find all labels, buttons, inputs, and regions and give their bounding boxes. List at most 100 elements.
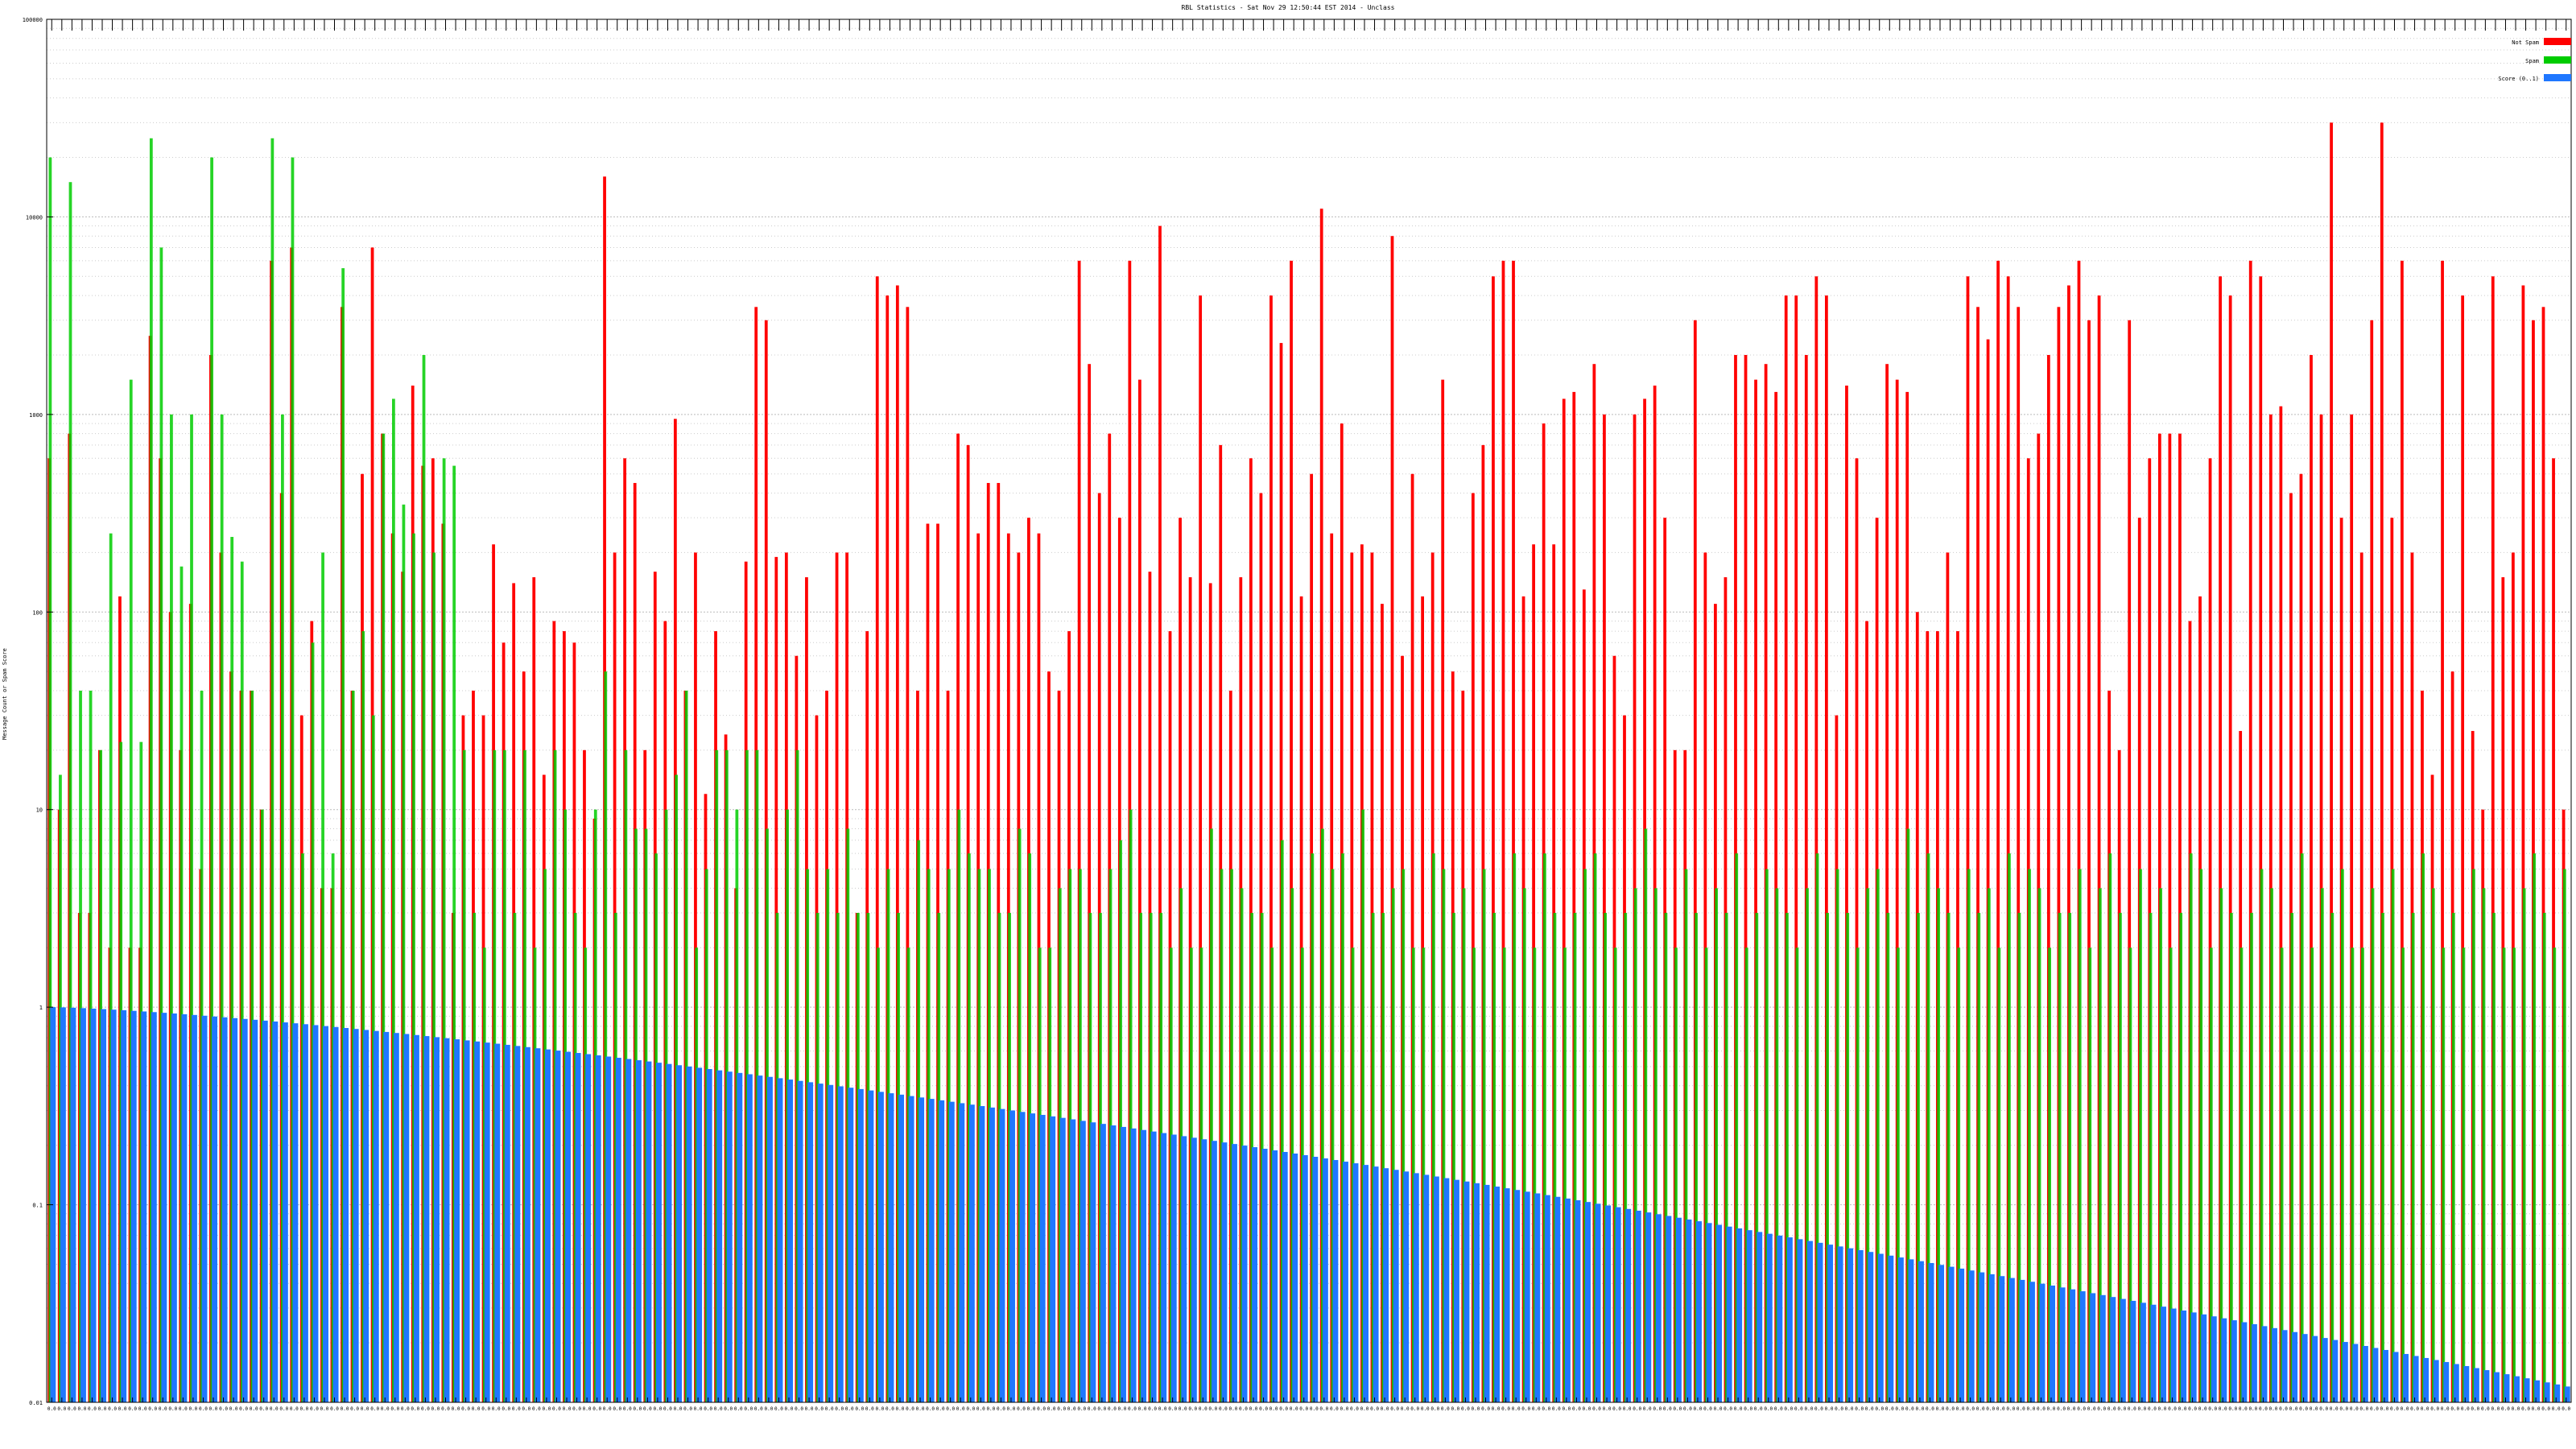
score-bar [504,1044,510,1402]
spam-bar [2189,853,2193,1402]
not-spam-bar [1966,276,1970,1402]
x-tick-label: 0.0 [613,1406,621,1412]
not-spam-bar [1390,236,1394,1403]
x-tick-label: 0.0 [259,1406,268,1412]
x-tick-label: 0.0 [320,1406,329,1412]
score-bar [1312,1157,1319,1402]
spam-bar [2270,888,2273,1402]
spam-bar [48,157,52,1402]
spam-bar [1522,888,1526,1402]
x-tick-label: 0.0 [563,1406,572,1412]
score-bar [343,1028,349,1402]
x-tick-label: 0.0 [1572,1406,1581,1412]
score-bar [2564,1386,2570,1402]
x-tick-label: 0.0 [1865,1406,1874,1412]
score-bar [1403,1171,1410,1402]
x-tick-label: 0.0 [674,1406,683,1412]
spam-bar [1563,947,1567,1402]
score-bar [192,1014,197,1402]
score-bar [201,1015,208,1402]
x-tick-label: 0.0 [936,1406,945,1412]
spam-bar [1997,947,2001,1402]
not-spam-bar [2017,307,2021,1403]
spam-bar [1957,947,1961,1402]
x-tick-label: 0.0 [1764,1406,1773,1412]
not-spam-bar [2208,458,2212,1402]
not-spam-bar [1784,295,1788,1402]
score-bar [625,1059,632,1402]
not-spam-bar [2401,260,2404,1402]
spam-bar [2048,947,2051,1402]
spam-bar [2381,913,2384,1402]
score-bar [757,1075,763,1402]
spam-bar [2320,888,2324,1402]
spam-bar [180,566,184,1402]
score-bar [1170,1134,1177,1402]
spam-bar [1765,869,1769,1402]
x-tick-label: 0.0 [421,1406,430,1412]
spam-bar [2472,869,2475,1402]
not-spam-bar [1895,379,1899,1403]
legend-swatch [2544,38,2571,45]
spam-bar [704,869,708,1402]
x-tick-label: 0.0 [209,1406,218,1412]
spam-bar [846,828,850,1402]
x-tick-label: 0.0 [976,1406,985,1412]
x-tick-label: 0.0 [411,1406,419,1412]
score-bar [919,1097,925,1402]
spam-bar [1462,888,1466,1402]
score-bar [282,1022,288,1402]
score-bar [464,1040,470,1402]
score-bar [2372,1348,2379,1402]
spam-bar [68,182,72,1403]
x-tick-label: 0.0 [946,1406,955,1412]
spam-bar [1220,869,1224,1402]
legend-label: Score (0..1) [2498,76,2539,82]
spam-bar [1897,947,1900,1402]
spam-bar [1442,869,1446,1402]
x-tick-label: 0.0 [1986,1406,1995,1412]
score-bar [797,1080,803,1402]
spam-bar [1210,828,1213,1402]
score-bar [1504,1188,1510,1402]
score-bar [868,1090,874,1402]
spam-bar [2411,913,2415,1402]
score-bar [1383,1168,1389,1402]
x-tick-label: 0.0 [2239,1406,2248,1412]
x-tick-label: 0.0 [623,1406,632,1412]
x-tick-label: 0.0 [1461,1406,1470,1412]
score-bar [1786,1237,1793,1402]
score-bar [1757,1232,1763,1402]
spam-bar [2260,869,2264,1402]
legend-label: Spam [2525,58,2539,64]
spam-bar [1644,828,1648,1402]
spam-bar [1715,888,1719,1402]
x-tick-label: 0.0 [886,1406,894,1412]
score-bar [2201,1314,2207,1402]
score-bar [130,1010,137,1402]
x-tick-label: 0.0 [663,1406,672,1412]
score-bar [2443,1361,2450,1402]
score-bar [2170,1308,2177,1402]
spam-bar [1654,888,1657,1402]
x-tick-label: 0.0 [1057,1406,1066,1412]
x-tick-label: 0.0 [481,1406,490,1412]
spam-bar [1684,869,1688,1402]
spam-bar [806,869,810,1402]
not-spam-bar [2461,295,2465,1402]
x-tick-label: 0.0 [2299,1406,2308,1412]
score-bar [1554,1196,1561,1402]
not-spam-bar [1754,379,1757,1403]
score-bar [959,1103,965,1402]
spam-bar [2421,853,2425,1402]
score-bar [807,1082,814,1402]
score-bar [2413,1356,2419,1402]
x-tick-label: 0.0 [2208,1406,2217,1412]
score-bar [1655,1214,1662,1402]
spam-bar [1321,828,1324,1402]
score-bar [2079,1291,2086,1402]
score-bar [272,1021,279,1402]
not-spam-bar [2248,260,2252,1402]
not-spam-bar [1088,364,1092,1403]
not-spam-bar [1794,295,1798,1402]
